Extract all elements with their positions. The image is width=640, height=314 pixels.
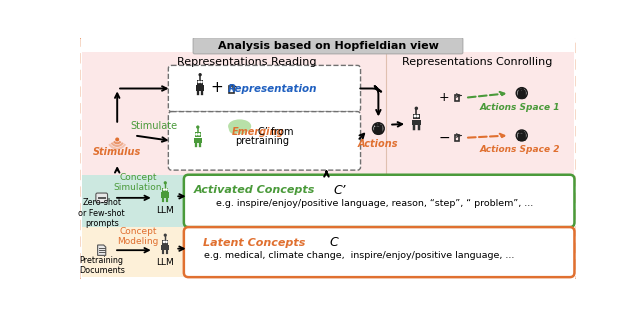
Polygon shape: [100, 201, 102, 203]
Circle shape: [372, 123, 384, 134]
Text: LLM: LLM: [156, 258, 174, 267]
Circle shape: [201, 81, 202, 83]
Circle shape: [375, 124, 377, 126]
FancyBboxPatch shape: [518, 133, 526, 141]
Circle shape: [116, 138, 118, 141]
FancyBboxPatch shape: [168, 65, 360, 111]
Circle shape: [243, 124, 249, 131]
Bar: [161, 192, 169, 198]
FancyBboxPatch shape: [193, 38, 463, 54]
Text: Pretraining
Documents: Pretraining Documents: [79, 256, 125, 275]
Circle shape: [519, 131, 521, 133]
FancyBboxPatch shape: [518, 91, 526, 99]
Circle shape: [238, 126, 246, 134]
Text: Emerging: Emerging: [232, 127, 285, 138]
Circle shape: [164, 234, 166, 236]
Polygon shape: [98, 245, 106, 255]
Circle shape: [523, 90, 525, 92]
Bar: [161, 245, 169, 250]
Circle shape: [197, 126, 199, 128]
Text: +: +: [439, 91, 449, 104]
Text: Stimulus: Stimulus: [93, 147, 141, 157]
Circle shape: [415, 107, 417, 109]
Text: +: +: [211, 80, 223, 95]
Circle shape: [230, 124, 239, 133]
Circle shape: [378, 124, 380, 126]
Text: Latent Concepts: Latent Concepts: [203, 237, 305, 247]
Text: C’ from: C’ from: [259, 127, 294, 138]
Text: Zero-shot
or Few-shot
prompts: Zero-shot or Few-shot prompts: [78, 198, 125, 228]
Text: Activated Concepts: Activated Concepts: [194, 185, 315, 195]
Circle shape: [163, 189, 164, 190]
Circle shape: [196, 134, 197, 135]
Bar: [83, 227, 573, 277]
FancyBboxPatch shape: [184, 227, 575, 277]
Bar: [196, 85, 204, 90]
Text: Concept
Modeling: Concept Modeling: [117, 227, 159, 246]
Bar: [163, 240, 168, 245]
Text: pretraining: pretraining: [235, 136, 289, 146]
FancyBboxPatch shape: [374, 126, 383, 134]
Circle shape: [164, 182, 166, 184]
FancyBboxPatch shape: [168, 111, 360, 170]
Bar: [194, 138, 202, 143]
Ellipse shape: [229, 120, 250, 133]
Text: C: C: [330, 236, 339, 249]
Circle shape: [198, 81, 200, 83]
Text: C’: C’: [333, 184, 346, 197]
Bar: [195, 133, 201, 137]
Circle shape: [516, 88, 527, 99]
Text: Concept
Simulation: Concept Simulation: [114, 173, 163, 192]
Bar: [83, 51, 573, 175]
Text: Representations Reading: Representations Reading: [177, 57, 316, 67]
Circle shape: [166, 241, 167, 242]
Text: Actions Space 2: Actions Space 2: [480, 145, 561, 154]
Bar: [197, 80, 203, 85]
Text: −: −: [438, 131, 450, 145]
Bar: [163, 188, 168, 192]
Circle shape: [519, 89, 521, 91]
Circle shape: [523, 133, 525, 134]
Bar: [454, 95, 459, 101]
Circle shape: [518, 89, 525, 97]
Bar: [412, 120, 420, 125]
Circle shape: [198, 134, 200, 135]
Text: Analysis based on Hopfieldian view: Analysis based on Hopfieldian view: [218, 41, 438, 51]
Text: Stimulate: Stimulate: [131, 121, 178, 131]
Circle shape: [374, 124, 383, 133]
Text: e.g. medical, climate change,  inspire/enjoy/positive language, ...: e.g. medical, climate change, inspire/en…: [204, 251, 514, 260]
Text: Actions Space 1: Actions Space 1: [480, 103, 561, 112]
Text: Representation: Representation: [227, 84, 317, 94]
Circle shape: [199, 74, 201, 76]
Text: Representations Conrolling: Representations Conrolling: [402, 57, 552, 67]
Text: Actions: Actions: [358, 139, 399, 149]
Circle shape: [522, 131, 524, 133]
Circle shape: [522, 89, 524, 90]
Bar: [228, 86, 234, 93]
Text: LLM: LLM: [156, 206, 174, 215]
Text: e.g. inspire/enjoy/positive language, reason, “step”, “ problem”, ...: e.g. inspire/enjoy/positive language, re…: [216, 199, 533, 208]
Circle shape: [163, 241, 164, 242]
Circle shape: [380, 126, 382, 127]
Bar: [83, 175, 573, 227]
Bar: [413, 114, 420, 119]
Bar: [454, 135, 459, 141]
Circle shape: [417, 115, 419, 117]
Circle shape: [414, 115, 415, 117]
Circle shape: [166, 189, 167, 190]
Circle shape: [518, 132, 525, 139]
FancyBboxPatch shape: [184, 175, 575, 227]
FancyBboxPatch shape: [96, 193, 108, 203]
Circle shape: [516, 130, 527, 141]
